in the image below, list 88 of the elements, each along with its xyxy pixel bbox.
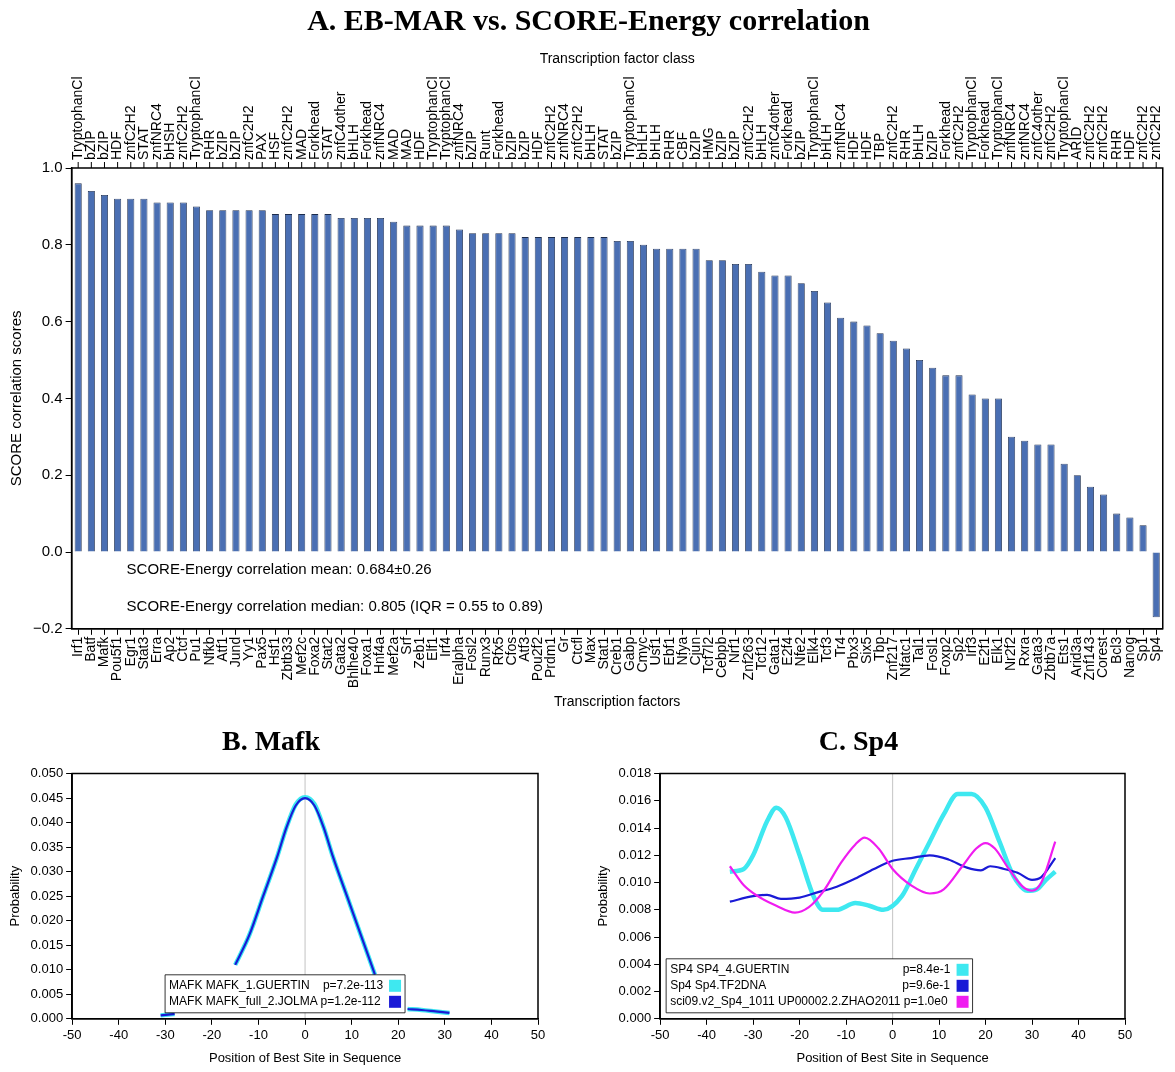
legend-label: MAFK MAFK_full_2.JOLMA p=1.2e-112 <box>169 994 381 1009</box>
y-tick-label: −0.2 <box>32 618 63 636</box>
legend-label: SP4 SP4_4.GUERTIN p=8.4e-1 <box>670 962 951 977</box>
x-axis-title: Position of Best Site in Sequence <box>208 1049 402 1065</box>
annotation: znfC2H2 <box>884 105 901 160</box>
legend-label: Sp4 Sp4.TF2DNA p=9.6e-1 <box>670 978 951 993</box>
x-tick-label: Eralpha <box>450 636 467 686</box>
annotation: SCORE-Energy correlation median: 0.805 (IQR = 0.55 to 0.89) <box>126 596 544 614</box>
y-tick-label: 0.000 <box>30 1010 64 1026</box>
line-series <box>727 791 1058 913</box>
x-axis-title: Position of Best Site in Sequence <box>796 1049 989 1065</box>
x-tick-label: 10 <box>931 1027 947 1043</box>
y-tick-label: 0.040 <box>30 814 64 830</box>
y-tick-label: 0.006 <box>618 928 652 944</box>
y-axis-title: Probability <box>595 865 611 927</box>
chart-title: B. Mafk <box>222 725 321 757</box>
chart-title: C. Sp4 <box>818 725 899 757</box>
x-tick-label: 20 <box>978 1027 993 1043</box>
y-tick-label: 0.004 <box>618 955 652 971</box>
chart-title: A. EB-MAR vs. SCORE-Energy correlation <box>307 2 871 36</box>
x-tick-label: -30 <box>743 1027 763 1043</box>
y-tick-label: 0.000 <box>618 1010 652 1026</box>
y-tick-label: 0.6 <box>41 311 63 329</box>
x-tick-label: Gabp <box>621 636 638 672</box>
annotation: TryptophanCl <box>963 76 979 160</box>
annotation: PAX <box>253 132 270 160</box>
legend-label: sci09.v2_Sp4_1011 UP00002.2.ZHAO2011 p=1.0e0 <box>670 994 948 1009</box>
y-tick-label: 0.018 <box>618 765 652 781</box>
y-tick-label: 0.030 <box>30 863 64 879</box>
x2-axis-title: Transcription factor class <box>539 49 695 66</box>
line-series <box>728 836 1057 914</box>
x-tick-label: -40 <box>697 1027 717 1043</box>
y-tick-label: 1.0 <box>41 158 63 176</box>
y-tick-label: 0.045 <box>30 789 64 805</box>
x-tick-label: 40 <box>1071 1027 1086 1043</box>
x-tick-label: -40 <box>109 1027 129 1043</box>
annotation: TryptophanCl <box>424 76 440 160</box>
x-tick-label: 20 <box>391 1027 406 1043</box>
x-tick-label: -30 <box>155 1027 175 1043</box>
y-tick-label: 0.4 <box>41 388 63 406</box>
annotation: SCORE-Energy correlation mean: 0.684±0.26 <box>126 559 432 577</box>
annotation: bZIP <box>516 130 533 160</box>
y-tick-label: 0.050 <box>30 765 64 781</box>
y-tick-label: 0.010 <box>30 961 64 977</box>
x-tick-label: -10 <box>249 1027 268 1043</box>
y-tick-label: 0.020 <box>30 912 64 928</box>
x-tick-label: -10 <box>836 1027 856 1043</box>
x-tick-label: 40 <box>484 1027 499 1043</box>
y-tick-label: 0.010 <box>618 874 652 890</box>
y-axis-title: Probability <box>7 865 23 927</box>
x-tick-label: 50 <box>1117 1027 1133 1043</box>
x-tick-label: 0 <box>301 1027 309 1043</box>
annotation: TryptophanCl <box>69 76 86 160</box>
y-tick-label: 0.012 <box>618 846 652 862</box>
y-tick-label: 0.025 <box>30 887 64 903</box>
x-tick-label: Ebf1 <box>660 636 677 666</box>
y-axis-title: SCORE correlation scores <box>7 310 25 487</box>
x-tick-label: -20 <box>202 1027 222 1043</box>
y-tick-label: 0.014 <box>618 819 652 835</box>
annotation: TryptophanCl <box>187 76 204 160</box>
x-tick-label: Erra <box>147 636 164 664</box>
x-tick-label: -50 <box>650 1027 670 1043</box>
line-series <box>728 854 1057 903</box>
y-tick-label: 0.002 <box>618 983 652 999</box>
x-tick-label: Pou5f1 <box>108 636 125 682</box>
y-tick-label: 0.008 <box>618 901 652 917</box>
x-tick-label: -20 <box>790 1027 809 1043</box>
y-tick-label: 0.016 <box>618 792 652 808</box>
x-tick-label: Elf1 <box>424 636 440 661</box>
legend-label: MAFK MAFK_1.GUERTIN p=7.2e-113 <box>169 978 384 993</box>
x-tick-label: -50 <box>62 1027 82 1043</box>
y-tick-label: 0.005 <box>30 985 64 1001</box>
x-tick-label: 0 <box>888 1027 897 1043</box>
annotation: znfC2H2 <box>1147 105 1164 160</box>
y-tick-label: 0.0 <box>41 542 63 560</box>
x-tick-label: Cebpb <box>713 636 730 679</box>
y-tick-label: 0.2 <box>41 465 63 483</box>
y-tick-label: 0.8 <box>41 234 63 252</box>
x-tick-label: Bhlhe40 <box>345 636 362 689</box>
annotation: TryptophanCl <box>989 76 1006 160</box>
x-tick-label: 10 <box>344 1027 359 1043</box>
annotation: TryptophanCl <box>1055 76 1072 160</box>
y-tick-label: 0.015 <box>30 936 64 952</box>
x-tick-label: 50 <box>530 1027 546 1043</box>
x-tick-label: 30 <box>437 1027 453 1043</box>
y-tick-label: 0.035 <box>30 838 64 854</box>
x-tick-label: 30 <box>1024 1027 1040 1043</box>
x-axis-title: Transcription factors <box>554 693 681 710</box>
